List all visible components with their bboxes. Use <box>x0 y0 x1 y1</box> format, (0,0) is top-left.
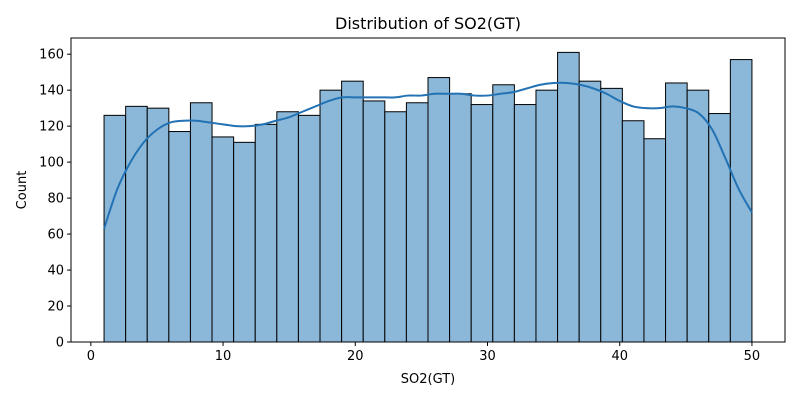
chart-title: Distribution of SO2(GT) <box>335 14 521 33</box>
histogram-bar <box>168 131 191 343</box>
histogram-bar <box>470 104 494 343</box>
y-tick-label: 80 <box>47 192 64 207</box>
histogram-bar <box>211 136 235 343</box>
kde-line <box>103 81 753 229</box>
histogram-bar <box>449 93 472 343</box>
x-tick-label: 20 <box>347 349 364 364</box>
x-axis-title: SO2(GT) <box>401 372 455 387</box>
y-tick-label: 20 <box>47 300 64 315</box>
x-axis: 0 10 20 30 40 50 <box>87 342 761 364</box>
histogram-bar <box>600 87 623 343</box>
histogram-bar <box>254 123 278 343</box>
x-tick-label: 30 <box>479 349 496 364</box>
y-tick-label: 0 <box>56 336 64 351</box>
histogram-bar <box>341 80 364 343</box>
histogram-bar <box>405 102 429 343</box>
x-tick-label: 40 <box>611 349 628 364</box>
histogram-bar <box>578 80 602 343</box>
histogram-bar <box>146 107 170 343</box>
x-tick-label: 0 <box>87 349 95 364</box>
histogram-bar <box>621 120 645 343</box>
histogram-bar <box>233 141 256 343</box>
histogram-bar <box>665 82 688 343</box>
y-tick-label: 40 <box>47 264 64 279</box>
y-tick-label: 140 <box>39 84 64 99</box>
plot-frame <box>70 37 786 343</box>
histogram-bar <box>276 111 299 343</box>
histogram-bar <box>557 51 580 343</box>
histogram-bar <box>643 138 667 343</box>
histogram-bar <box>319 89 343 343</box>
x-tick-label: 10 <box>215 349 232 364</box>
histogram-bar <box>297 114 321 343</box>
y-axis: 0 20 40 60 80 100 120 140 160 <box>39 48 71 351</box>
y-tick-label: 160 <box>39 48 64 63</box>
histogram-bar <box>708 113 731 343</box>
histogram-bar <box>384 111 407 343</box>
histogram-bar <box>103 114 127 343</box>
histogram-bar <box>189 102 213 343</box>
histogram-bar <box>362 100 386 343</box>
histogram-bar <box>513 104 537 343</box>
histogram-bar <box>535 89 559 343</box>
histogram-bar <box>427 77 451 343</box>
x-tick-label: 50 <box>744 349 761 364</box>
y-tick-label: 60 <box>47 228 64 243</box>
histogram-bar <box>492 84 515 343</box>
histogram-bar <box>686 89 710 343</box>
y-tick-label: 120 <box>39 120 64 135</box>
y-axis-title: Count <box>15 171 30 210</box>
y-tick-label: 100 <box>39 156 64 171</box>
bars-group <box>103 51 753 343</box>
histogram-bar <box>729 59 753 343</box>
